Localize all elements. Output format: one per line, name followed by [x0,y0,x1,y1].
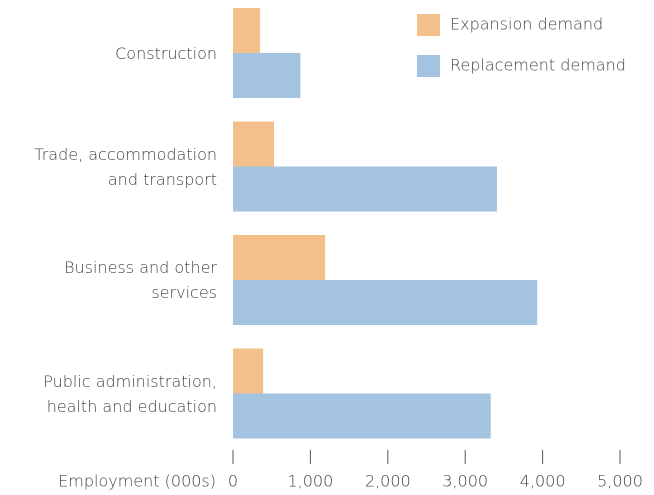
bar [233,348,264,394]
bar [233,8,261,53]
category-label: Construction [115,43,217,63]
category-label: Public administration, health and educat… [43,371,217,416]
bar [233,53,301,98]
x-axis-label: Employment (000s) [58,472,216,491]
legend-label: Replacement demand [450,56,626,75]
bar [233,280,538,325]
x-tick-label: 2,000 [365,472,411,491]
x-tick-label: 4,000 [520,472,566,491]
bar [233,166,497,212]
category-label: Business and other services [64,258,217,302]
legend-swatch [417,55,440,77]
bar [233,235,326,280]
legend-label: Expansion demand [450,15,603,34]
bar [233,121,275,167]
x-tick-label: 3,000 [442,472,488,491]
legend-swatch [417,14,440,36]
x-tick-label: 0 [228,472,238,491]
bar [233,393,491,439]
category-label: Trade, accommodation and transport [34,144,217,189]
x-tick-label: 1,000 [287,472,333,491]
x-tick-label: 5,000 [597,472,643,491]
